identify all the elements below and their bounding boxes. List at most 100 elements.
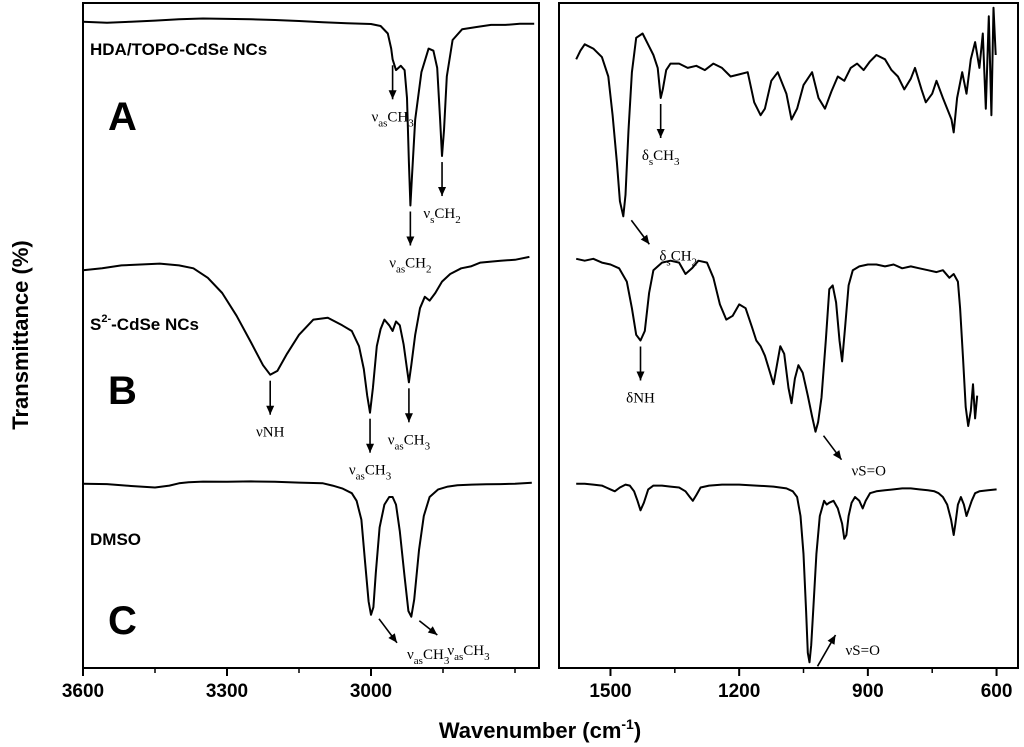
spectrum-line-1-right — [575, 6, 997, 218]
series-name-1: HDA/TOPO-CdSe NCs — [90, 40, 267, 59]
annotation-label-sub: as — [356, 471, 365, 483]
x-tick-label: 1500 — [589, 681, 631, 702]
plot-frame-right — [558, 2, 1019, 669]
annotation-label-main: ν — [447, 643, 454, 659]
annotation-label-group: CH — [463, 643, 484, 659]
series-name-sup: 2- — [101, 313, 111, 325]
series-name-letter: S — [90, 315, 101, 334]
annotation-label-main: ν — [407, 647, 414, 663]
annotation-label: δsCH2 — [659, 248, 697, 268]
annotation-arrow-head — [388, 90, 397, 100]
x-tick-label: 3300 — [206, 681, 248, 702]
annotation-label-sub: s — [666, 256, 670, 268]
annotation-arrow-head — [388, 633, 397, 643]
annotation-label-group: CH — [404, 432, 425, 448]
annotation-label: δNH — [626, 391, 655, 407]
annotation-label-sub2: 2 — [455, 214, 461, 226]
annotation-label-main: νNH — [256, 425, 285, 441]
annotation-label-group: CH — [387, 109, 408, 125]
panel-right-frame — [558, 2, 1019, 669]
peak-annotation-8: νasCH3 — [388, 388, 431, 452]
x-tick-layer: 3600 3300 3000 1500 1200 900 600 — [62, 668, 1013, 702]
annotation-label-sub: as — [396, 264, 405, 276]
annotation-label-sub2: 2 — [692, 256, 698, 268]
annotation-label: νasCH2 — [389, 256, 431, 276]
annotation-label-main: ν — [423, 206, 430, 222]
annotation-label-sub2: 3 — [386, 471, 392, 483]
annotation-arrow-head — [404, 413, 413, 423]
annotation-label-sub: as — [414, 655, 423, 667]
annotation-label-main: νS=O — [846, 643, 881, 659]
annotation-label: νasCH3 — [447, 643, 490, 663]
x-axis-label-close: ) — [634, 718, 641, 743]
annotation-label-main: ν — [389, 256, 396, 272]
spectrum-line-3-left — [82, 480, 532, 618]
peak-annotation-4: δsCH2 — [630, 219, 697, 268]
x-tick-label: 1200 — [718, 681, 760, 702]
peak-annotation-12: νasCH3 — [418, 620, 490, 663]
x-tick-label: 3000 — [350, 681, 392, 702]
annotation-label-sub2: 3 — [425, 440, 431, 452]
annotation-label: νsCH2 — [423, 206, 460, 226]
annotation-arrow-head — [832, 450, 842, 460]
annotation-label: νasCH3 — [371, 109, 414, 129]
annotation-label-sub2: 3 — [408, 117, 414, 129]
axis-break-gap — [540, 0, 558, 747]
annotation-label-group: CH — [671, 248, 692, 264]
spectrum-line-2-left — [82, 255, 530, 414]
annotation-label-sub: as — [454, 651, 463, 663]
annotation-label-main: ν — [388, 432, 395, 448]
peak-annotation-5: δsCH3 — [642, 104, 680, 168]
peak-annotation-9: δNH — [626, 346, 655, 407]
annotation-label-main: δ — [642, 148, 649, 164]
spectrum-line-2-right — [575, 257, 979, 433]
panel-left-frame — [82, 2, 540, 669]
panel-letter-A: A — [108, 95, 137, 139]
annotation-label-main: ν — [371, 109, 378, 125]
annotation-arrow-head — [266, 405, 275, 415]
annotation-label-group: CH — [405, 256, 426, 272]
annotation-arrow-head — [427, 626, 438, 635]
annotation-label-sub: s — [430, 214, 434, 226]
annotation-layer: νasCH3νasCH2νsCH2δsCH2δsCH3νNHνasCH3νasC… — [256, 65, 886, 667]
panel-letter-B: B — [108, 369, 137, 413]
annotation-arrow-head — [438, 187, 447, 197]
annotation-label-sub2: 3 — [444, 655, 450, 667]
annotation-arrow-head — [366, 443, 375, 453]
plot-frame-left — [82, 2, 540, 669]
peak-annotation-13: νS=O — [816, 634, 881, 667]
series-layer: HDA/TOPO-CdSe NCs A S2--CdSe NCs B DMSO C — [82, 6, 997, 664]
y-axis-label: Transmittance (%) — [8, 240, 33, 430]
annotation-label-main: δNH — [626, 391, 655, 407]
annotation-label-main: νS=O — [852, 464, 887, 480]
annotation-label: δsCH3 — [642, 148, 680, 168]
annotation-label-group: CH — [365, 463, 386, 479]
x-axis-label: Wavenumber (cm-1) — [439, 716, 641, 743]
peak-annotation-6: νNH — [256, 380, 285, 441]
x-tick-label: 600 — [981, 681, 1013, 702]
annotation-label-sub2: 3 — [674, 156, 680, 168]
x-axis-label-superscript: -1 — [621, 716, 634, 732]
annotation-label: νasCH3 — [388, 432, 431, 452]
annotation-label: νS=O — [846, 643, 881, 659]
peak-annotation-10: νS=O — [822, 435, 887, 480]
panel-letter-C: C — [108, 599, 137, 643]
annotation-label-main: δ — [659, 248, 666, 264]
peak-annotation-7: νasCH3 — [349, 418, 392, 483]
annotation-label-main: ν — [349, 463, 356, 479]
x-axis-label-main: Wavenumber (cm — [439, 718, 622, 743]
annotation-arrow-head — [636, 371, 645, 381]
peak-annotation-2: νasCH2 — [389, 211, 432, 276]
peak-annotation-11: νasCH3 — [378, 618, 450, 667]
annotation-label: νasCH3 — [407, 647, 450, 667]
spectrum-line-1-left — [82, 17, 535, 207]
annotation-label: νS=O — [852, 464, 887, 480]
x-tick-label: 3600 — [62, 681, 104, 702]
annotation-arrow-head — [640, 234, 650, 245]
series-name-3: DMSO — [90, 530, 141, 549]
series-name-2: S2--CdSe NCs — [90, 313, 199, 334]
annotation-label-group: CH — [653, 148, 674, 164]
annotation-label-group: CH — [423, 647, 444, 663]
annotation-arrow-head — [656, 129, 665, 138]
